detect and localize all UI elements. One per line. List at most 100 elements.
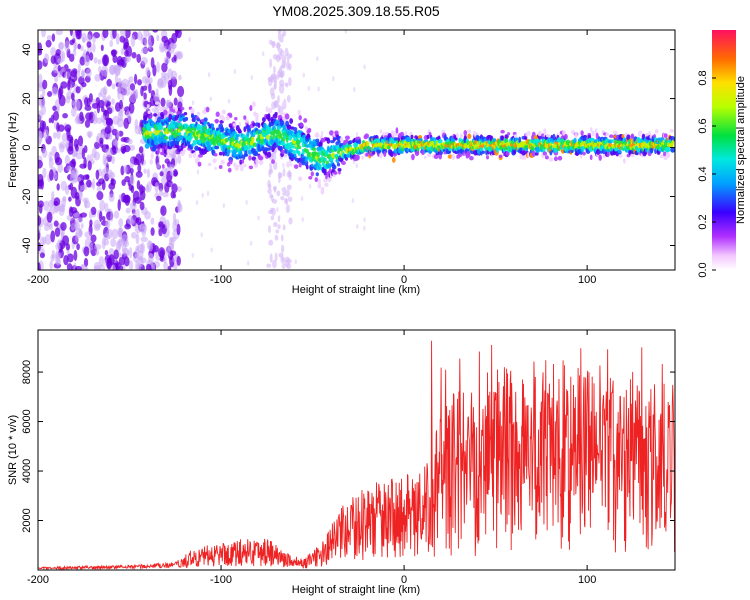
spectrogram-point xyxy=(81,32,87,43)
spectrogram-point xyxy=(437,138,443,144)
snr-xtick-label: -200 xyxy=(27,574,49,586)
spectrogram-point xyxy=(46,35,53,41)
spectrogram-point xyxy=(282,224,286,231)
spectrogram-point xyxy=(50,230,56,243)
spectrogram-point xyxy=(120,47,125,55)
spectrogram-point xyxy=(598,154,602,161)
snr-ytick-label: 8000 xyxy=(21,360,33,384)
spectrogram-point xyxy=(173,97,178,106)
spectrogram-xtick-label: 0 xyxy=(401,274,407,286)
spectrogram-point xyxy=(78,189,83,201)
spectrogram-point xyxy=(669,129,674,133)
spectrogram-point xyxy=(524,135,528,141)
spectrogram-point xyxy=(172,142,175,146)
spectrogram-point xyxy=(174,114,179,121)
spectrogram-point xyxy=(324,182,329,187)
spectrogram-point xyxy=(58,85,64,97)
spectrogram-point xyxy=(320,186,325,193)
spectrogram-point xyxy=(190,107,195,114)
spectrogram-point xyxy=(114,139,119,149)
spectrogram-point xyxy=(42,167,47,179)
spectrogram-point xyxy=(135,153,142,166)
spectrogram-point xyxy=(323,171,328,176)
spectrogram-point xyxy=(108,182,116,190)
spectrogram-point xyxy=(222,116,226,122)
spectrogram-point xyxy=(124,194,131,206)
snr-plot-area xyxy=(38,340,675,570)
spectrogram-point xyxy=(161,62,168,73)
spectrogram-point xyxy=(205,106,210,113)
spectrogram-point xyxy=(273,65,276,74)
spectrogram-point xyxy=(64,185,70,195)
spectrogram-point xyxy=(304,156,308,163)
spectrogram-point xyxy=(237,130,242,134)
spectrogram-point xyxy=(348,140,353,145)
spectrogram-point xyxy=(144,210,151,220)
spectrogram-point xyxy=(88,242,94,251)
spectrogram-point xyxy=(258,159,264,165)
spectrogram-point xyxy=(228,159,233,165)
spectrogram-point xyxy=(111,228,119,239)
spectrogram-point xyxy=(277,95,280,104)
spectrogram-point xyxy=(46,91,53,97)
spectrogram-point xyxy=(507,132,511,136)
spectrogram-point xyxy=(54,157,63,166)
spectrogram-point xyxy=(363,225,366,231)
spectrogram-point xyxy=(147,39,152,50)
spectrogram-point xyxy=(262,51,265,57)
spectrogram-point xyxy=(281,262,286,270)
spectrogram-point xyxy=(288,76,292,87)
spectrogram-point xyxy=(218,151,223,156)
colorbar-tick-label: 0.2 xyxy=(697,214,709,229)
spectrogram-point xyxy=(267,179,271,188)
spectrogram-point xyxy=(102,153,107,166)
spectrogram-point xyxy=(75,143,79,152)
spectrogram-point xyxy=(106,78,112,87)
spectrogram-point xyxy=(280,234,284,242)
spectrogram-point xyxy=(232,123,237,127)
spectrogram-point xyxy=(158,138,163,144)
spectrogram-point xyxy=(79,56,86,66)
snr-ytick-label: 4000 xyxy=(21,459,33,483)
spectrogram-point xyxy=(331,152,336,159)
spectrogram-point xyxy=(156,61,160,73)
spectrogram-point xyxy=(166,99,172,108)
spectrogram-point xyxy=(139,223,147,234)
spectrogram-point xyxy=(294,259,297,265)
spectrogram-point xyxy=(129,167,134,174)
spectrogram-point xyxy=(72,31,76,40)
spectrogram-point xyxy=(276,119,280,125)
snr-series-line xyxy=(38,340,675,570)
spectrogram-point xyxy=(243,164,247,168)
spectrogram-point xyxy=(40,104,47,116)
spectrogram-point xyxy=(73,249,78,262)
spectrogram-point xyxy=(531,131,536,137)
spectrogram-point xyxy=(149,158,153,165)
spectrogram-point xyxy=(160,97,166,108)
spectrogram-point xyxy=(351,198,355,204)
spectrogram-point xyxy=(253,150,259,157)
spectrogram-point xyxy=(51,33,56,42)
spectrogram-point xyxy=(150,152,154,160)
colorbar-tick-label: 0.6 xyxy=(697,118,709,133)
colorbar-gradient xyxy=(712,30,736,270)
spectrogram-point xyxy=(173,54,177,62)
spectrogram-point xyxy=(183,111,188,116)
spectrogram-point xyxy=(154,101,160,105)
spectrogram-point xyxy=(61,67,66,73)
spectrogram-point xyxy=(269,166,273,173)
spectrogram-point xyxy=(289,163,293,167)
spectrogram-point xyxy=(273,144,279,148)
spectrogram-point xyxy=(70,92,75,101)
spectrogram-xtick-label: -100 xyxy=(210,274,232,286)
spectrogram-point xyxy=(293,126,298,132)
spectrogram-point xyxy=(297,145,302,150)
spectrogram-point xyxy=(526,130,531,136)
spectrogram-point xyxy=(227,167,232,173)
spectrogram-point xyxy=(154,181,159,193)
spectrogram-point xyxy=(333,136,338,141)
spectrogram-point xyxy=(98,92,102,98)
spectrogram-point xyxy=(152,64,157,77)
spectrogram-point xyxy=(196,118,201,122)
